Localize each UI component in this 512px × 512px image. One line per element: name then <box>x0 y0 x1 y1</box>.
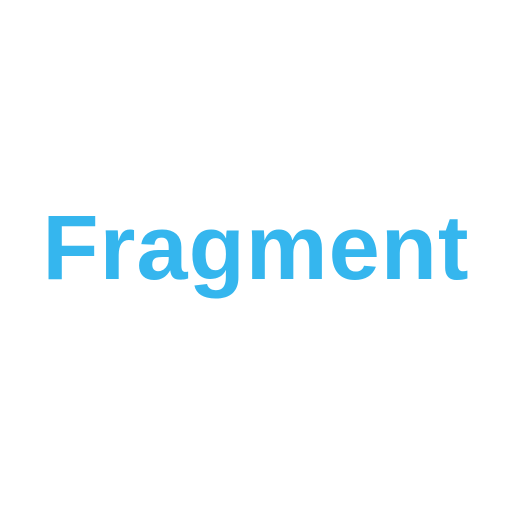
logo-wordmark: Fragment <box>42 197 470 299</box>
